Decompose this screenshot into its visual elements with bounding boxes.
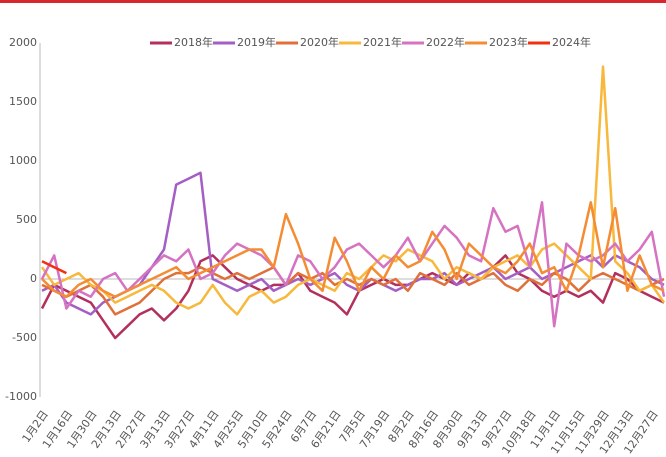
y-tick-label: -500 <box>12 331 37 344</box>
top-bar <box>0 0 666 3</box>
series-line <box>40 201 666 328</box>
legend-label: 2023年 <box>489 35 528 49</box>
legend-label: 2018年 <box>174 35 213 49</box>
legend-label: 2019年 <box>237 35 276 49</box>
series-line <box>40 254 665 340</box>
legend-label: 2022年 <box>426 35 465 49</box>
y-tick-label: 1000 <box>9 154 37 167</box>
y-tick-label: 1500 <box>9 95 37 108</box>
y-tick-label: -1000 <box>5 390 37 403</box>
legend-label: 2024年 <box>552 35 591 49</box>
y-tick-label: 0 <box>30 272 37 285</box>
legend-label: 2021年 <box>363 35 402 49</box>
y-tick-label: 2000 <box>9 36 37 49</box>
series-line <box>41 260 67 275</box>
y-tick-label: 500 <box>16 213 37 226</box>
legend-label: 2020年 <box>300 35 339 49</box>
series-line <box>41 171 665 316</box>
series-line <box>41 201 665 298</box>
series-line <box>41 265 665 316</box>
